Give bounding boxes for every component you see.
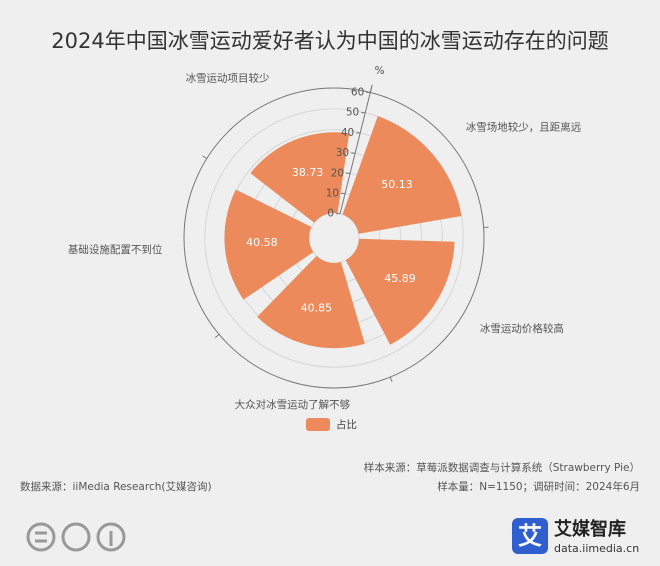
category-label: 冰雪运动项目较少 <box>186 72 270 85</box>
category-label: 冰雪场地较少，且距离远 <box>466 120 582 133</box>
bar <box>342 116 462 234</box>
r-tick-label: 20 <box>331 167 344 179</box>
value-label: 40.85 <box>301 301 333 314</box>
category-label: 大众对冰雪运动了解不够 <box>235 398 351 411</box>
grid-circle <box>308 212 360 264</box>
sample-info: 样本量：N=1150；调研时间：2024年6月 <box>437 480 640 493</box>
logo-name: 艾媒智库 <box>554 518 626 540</box>
cc-icons <box>26 522 126 552</box>
value-label: 50.13 <box>381 178 413 191</box>
bar <box>345 238 455 345</box>
value-label: 45.89 <box>384 272 416 285</box>
grid-circle <box>204 108 464 368</box>
value-label: 40.58 <box>246 236 278 249</box>
data-source: 数据来源：iiMedia Research(艾媒咨询) <box>20 480 212 493</box>
sample-source: 样本来源：草莓派数据调查与计算系统（Strawberry Pie） <box>364 461 640 474</box>
radial-axis <box>339 84 373 214</box>
legend-swatch <box>306 418 330 431</box>
r-tick-label: 10 <box>326 188 339 200</box>
grid-circle <box>183 87 485 389</box>
r-tick-label: 40 <box>341 127 354 139</box>
bar <box>257 255 365 349</box>
legend-label: 占比 <box>336 418 357 431</box>
r-unit: % <box>375 65 385 77</box>
chart-title: 2024年中国冰雪运动爱好者认为中国的冰雪运动存在的问题 <box>51 29 608 53</box>
bar <box>250 132 350 223</box>
r-tick-label: 60 <box>351 86 364 98</box>
logo-icon: 艾 <box>518 522 542 550</box>
logo-url: data.iimedia.cn <box>554 542 639 555</box>
angle-tick <box>389 376 393 382</box>
r-tick-label: 50 <box>346 107 359 119</box>
r-tick-label: 30 <box>336 147 349 159</box>
category-label: 冰雪运动价格较高 <box>480 322 564 335</box>
logo-icon-bg <box>512 518 548 554</box>
category-label: 基础设施配置不到位 <box>68 243 163 256</box>
angle-tick <box>214 334 220 339</box>
angle-tick <box>202 155 208 159</box>
r-tick-label: 0 <box>327 208 334 220</box>
value-label: 38.73 <box>292 166 324 179</box>
bar <box>224 189 314 300</box>
